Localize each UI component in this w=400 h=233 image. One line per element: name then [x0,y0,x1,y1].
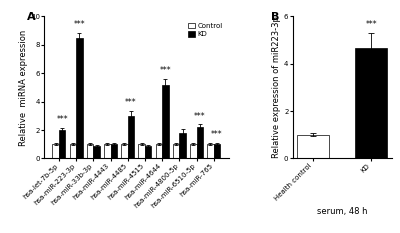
Text: ***: *** [160,66,171,75]
Text: ***: *** [194,112,206,121]
Bar [104,144,110,158]
Bar [214,144,220,158]
Bar [162,85,169,158]
Bar [76,38,83,158]
Bar [207,144,214,158]
Bar [145,146,152,158]
Text: B: B [271,12,279,22]
Bar [138,144,145,158]
Bar [173,144,179,158]
Bar [190,144,196,158]
Text: A: A [27,12,36,22]
Bar [128,116,134,158]
Bar [93,146,100,158]
Bar [297,135,329,158]
Bar [196,127,203,158]
Text: ***: *** [125,98,137,107]
Bar [156,144,162,158]
Text: ***: *** [211,130,223,139]
Bar [356,48,388,158]
Bar [110,144,117,158]
Bar [59,130,66,158]
Text: ***: *** [366,20,377,29]
Bar [70,144,76,158]
Bar [179,133,186,158]
Y-axis label: Relative expression of miR223-3p: Relative expression of miR223-3p [272,17,281,158]
Text: ***: *** [74,20,85,29]
Legend: Control, KD: Control, KD [185,20,225,40]
Bar [87,144,93,158]
Bar [52,144,59,158]
X-axis label: serum, 48 h: serum, 48 h [317,208,368,216]
Bar [121,144,128,158]
Text: ***: *** [56,115,68,124]
Y-axis label: Relative  miRNA expression: Relative miRNA expression [19,29,28,145]
